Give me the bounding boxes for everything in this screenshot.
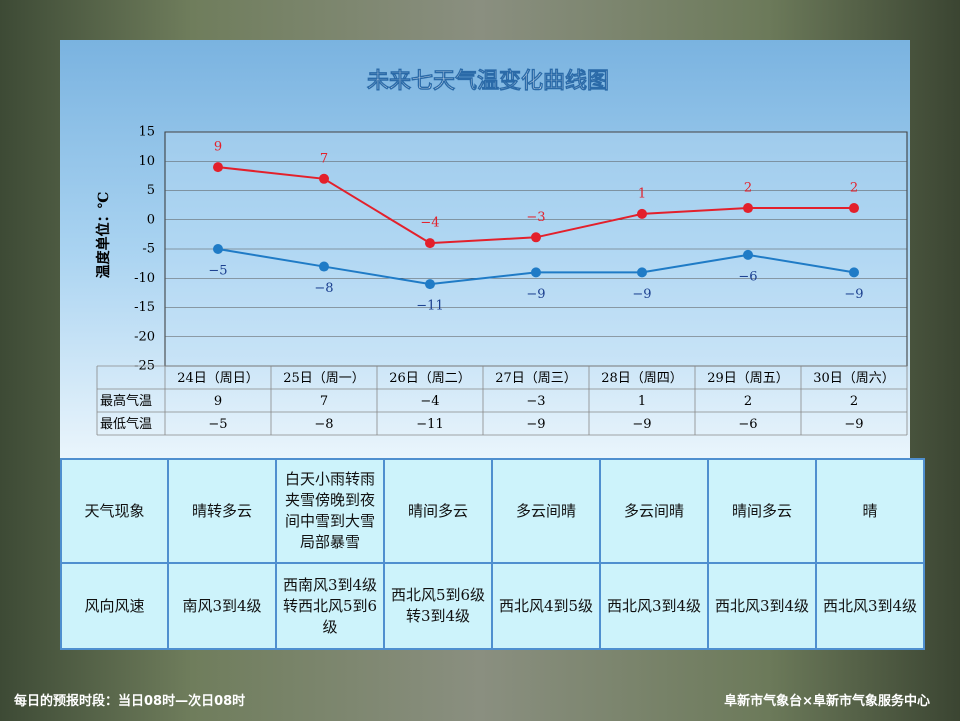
data-label: 7 — [320, 151, 328, 166]
point — [425, 279, 435, 290]
point — [743, 249, 753, 260]
table-value: −11 — [416, 417, 443, 432]
table-cell: 西北风5到6级转3到4级 — [383, 562, 493, 650]
data-label: −11 — [416, 299, 443, 314]
point — [319, 173, 329, 184]
data-label: −8 — [314, 281, 333, 296]
y-tick-label: -20 — [134, 329, 155, 344]
chart-title: 未来七天气温变化曲线图 — [367, 68, 609, 94]
table-cell: 西北风3到4级 — [707, 562, 817, 650]
table-value: 7 — [320, 394, 328, 409]
point — [849, 203, 859, 214]
row-label: 最高气温 — [100, 393, 152, 409]
table-cell: 西北风3到4级 — [599, 562, 709, 650]
y-tick-label: 15 — [138, 125, 155, 140]
data-label: 2 — [850, 181, 858, 196]
data-label: −5 — [208, 264, 227, 279]
row-header: 天气现象 — [60, 458, 169, 564]
y-axis-label: 温度单位：℃ — [95, 191, 112, 278]
data-label: −9 — [844, 287, 863, 302]
y-tick-label: 5 — [147, 183, 155, 198]
point — [213, 162, 223, 173]
table-value: −4 — [420, 394, 439, 409]
point — [425, 238, 435, 249]
table-cell: 晴间多云 — [383, 458, 493, 564]
table-value: −3 — [526, 394, 545, 409]
data-label: −9 — [632, 287, 651, 302]
table-cell: 晴 — [815, 458, 925, 564]
table-cell: 白天小雨转雨夹雪傍晚到夜间中雪到大雪局部暴雪 — [275, 458, 385, 564]
table-value: −6 — [738, 417, 757, 432]
table-value: −5 — [208, 417, 227, 432]
x-tick-label: 28日（周四） — [601, 371, 683, 386]
row-label: 最低气温 — [100, 416, 152, 432]
y-tick-label: -15 — [134, 300, 155, 315]
x-tick-label: 29日（周五） — [707, 371, 789, 386]
table-cell: 晴间多云 — [707, 458, 817, 564]
y-tick-label: 0 — [147, 212, 155, 227]
table-value: 2 — [850, 394, 858, 409]
table-value: 9 — [214, 394, 222, 409]
forecast-table: 天气现象 晴转多云 白天小雨转雨夹雪傍晚到夜间中雪到大雪局部暴雪 晴间多云 多云间晴 多云… — [60, 458, 925, 650]
x-tick-label: 26日（周二） — [389, 371, 471, 386]
row-header: 风向风速 — [60, 562, 169, 650]
table-value: −9 — [844, 417, 863, 432]
point — [531, 267, 541, 278]
y-tick-label: -10 — [134, 271, 155, 286]
point — [213, 244, 223, 254]
footer-right: 阜新市气象台×阜新市气象服务中心 — [724, 694, 930, 709]
table-value: 1 — [638, 394, 646, 409]
y-tick-label: -5 — [142, 242, 155, 257]
table-cell: 晴转多云 — [167, 458, 277, 564]
table-cell: 多云间晴 — [599, 458, 709, 564]
table-cell: 西北风4到5级 — [491, 562, 601, 650]
table-value: −8 — [314, 417, 333, 432]
y-tick-label: 10 — [138, 154, 155, 169]
footer-left: 每日的预报时段：当日08时—次日08时 — [14, 694, 246, 709]
data-label: −4 — [420, 216, 439, 231]
table-row: 天气现象 晴转多云 白天小雨转雨夹雪傍晚到夜间中雪到大雪局部暴雪 晴间多云 多云间晴 多云… — [60, 458, 925, 564]
data-label: −3 — [526, 210, 545, 225]
data-label: 2 — [744, 181, 752, 196]
point — [743, 203, 753, 214]
table-cell: 西北风3到4级 — [815, 562, 925, 650]
table-value: 2 — [744, 394, 752, 409]
table-value: −9 — [526, 417, 545, 432]
table-cell: 西南风3到4级转西北风5到6级 — [275, 562, 385, 650]
table-cell: 多云间晴 — [491, 458, 601, 564]
x-tick-label: 30日（周六） — [813, 371, 895, 386]
x-tick-label: 27日（周三） — [495, 371, 577, 386]
x-tick-label: 24日（周日） — [177, 371, 259, 386]
table-value: −9 — [632, 417, 651, 432]
point — [849, 267, 859, 278]
data-label: −6 — [738, 269, 757, 284]
data-label: −9 — [526, 287, 545, 302]
point — [319, 261, 329, 272]
point — [637, 208, 647, 219]
point — [637, 267, 647, 278]
data-label: 1 — [638, 186, 646, 201]
table-row: 风向风速 南风3到4级 西南风3到4级转西北风5到6级 西北风5到6级转3到4级 西北风… — [60, 562, 925, 650]
x-tick-label: 25日（周一） — [283, 371, 365, 386]
point — [531, 232, 541, 243]
table-cell: 南风3到4级 — [167, 562, 277, 650]
data-label: 9 — [214, 140, 222, 155]
